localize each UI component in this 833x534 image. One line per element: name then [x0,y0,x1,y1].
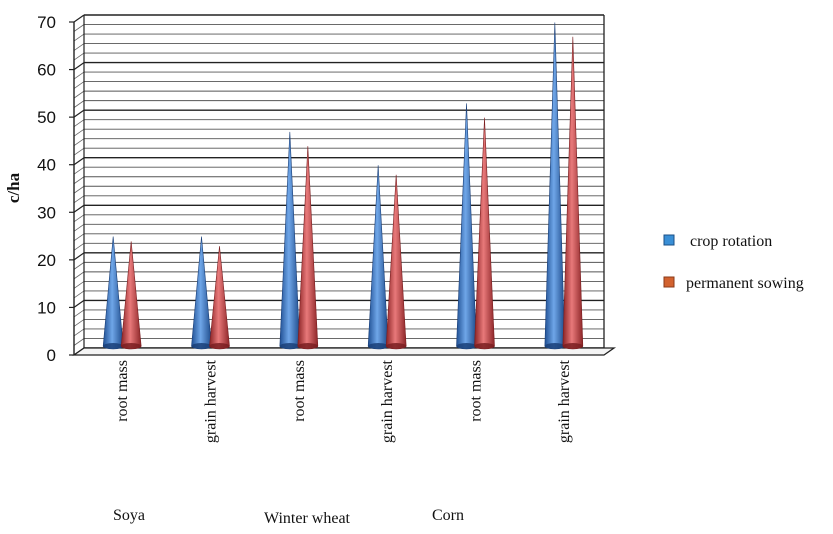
legend-label-permanent-sowing: permanent sowing [686,275,804,292]
gridline-side [73,176,85,185]
bar-permanent-sowing [297,146,319,350]
cone-base [474,343,495,349]
gridline-side [73,338,85,346]
gridline-side [73,14,85,23]
group-label: Corn [432,507,464,524]
y-tick-label: 0 [47,346,56,365]
legend: crop rotation permanent sowing [663,233,804,292]
gridline-side [73,128,85,137]
group-label: Soya [113,507,145,524]
category-labels: root mass grain harvest root mass grain har… [114,359,573,443]
gridline-side [73,328,85,337]
y-tick-label: 70 [37,13,56,32]
gridline-side [73,138,85,147]
cone-base [368,343,389,349]
category-label: grain harvest [556,359,573,443]
gridline-side [73,62,85,71]
gridline-side [73,252,85,261]
gridline-side [73,33,85,42]
category-label: root mass [291,360,308,422]
cone-body [544,22,566,350]
cone-base [279,343,300,349]
gridline-side [73,100,85,108]
category-label: grain harvest [203,359,220,443]
y-tick-label: 20 [37,251,56,270]
gridline-side [73,185,85,194]
floor [71,347,617,356]
gridline-side [73,157,85,166]
bar-permanent-sowing [385,174,407,350]
cone-base [386,343,407,349]
y-tick-label: 30 [37,203,56,222]
gridline-side [73,195,85,204]
cone-body [456,103,477,350]
gridline-side [73,223,85,232]
bar-permanent-sowing [209,246,230,350]
gridline-side [73,309,85,318]
bar-crop-rotation [456,103,477,350]
cone-body [367,165,389,350]
y-tick-label: 10 [37,298,56,317]
gridline-side [73,43,85,51]
cone-base [103,343,124,349]
bar-crop-rotation [367,165,389,350]
legend-swatch-crop-rotation [663,234,675,246]
group-label: Winter wheat [264,510,351,527]
y-tick-label: 50 [37,108,56,127]
axes [69,15,617,356]
category-label: grain harvest [379,359,396,443]
gridlines [73,14,604,356]
cone-body [279,131,301,350]
y-axis-title: c/ha [4,172,23,203]
bar-crop-rotation [544,22,566,350]
y-tick-labels: 0 10 20 30 40 50 60 70 [37,13,56,365]
gridline-side [73,290,85,299]
cone-base [562,343,583,349]
bars [102,22,584,350]
gridline-side [73,166,85,175]
cone-base [209,343,230,349]
gridline-side [73,243,85,251]
gridline-side [73,262,85,270]
cone-body [209,246,230,350]
bar-permanent-sowing [562,36,584,350]
y-tick-label: 40 [37,156,56,175]
gridline-side [73,214,85,223]
gridline-side [73,204,85,213]
gridline-side [73,24,85,32]
cone-base [191,343,212,349]
cone-body [562,36,584,350]
bar-permanent-sowing [474,117,495,350]
bar-permanent-sowing [120,241,142,350]
cone-body [385,174,407,350]
cone-body [120,241,142,350]
bar-crop-rotation [279,131,301,350]
gridline-side [73,319,85,327]
gridline-side [73,147,85,156]
y-tick-label: 60 [37,61,56,80]
cone-base [297,343,318,349]
cone-base [544,343,565,349]
gridline-side [73,271,85,280]
gridline-side [73,81,85,89]
gridline-side [73,281,85,289]
cone-body [474,117,495,350]
legend-label-crop-rotation: crop rotation [690,233,772,250]
category-label: root mass [468,360,485,422]
gridline-side [73,90,85,99]
gridline-side [73,119,85,127]
gridline-side [73,52,85,61]
category-label: root mass [114,360,131,422]
gridline-side [73,109,85,118]
group-labels: Soya Winter wheat Corn [113,507,464,527]
cone-base [121,343,142,349]
gridline-side [73,299,85,308]
cone-base [456,343,477,349]
legend-swatch-permanent-sowing [663,276,675,288]
gridline-side [73,233,85,242]
gridline-side [73,71,85,80]
